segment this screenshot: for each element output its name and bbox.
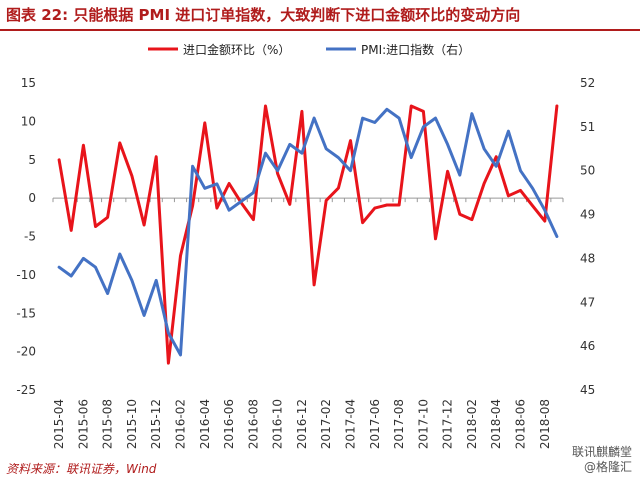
- right-axis-tick-labels: 52 51 50 49 48 47 46 45: [580, 76, 595, 397]
- x-tick-label: 2015-04: [52, 399, 66, 449]
- right-axis-tick-label: 50: [580, 164, 595, 178]
- left-axis-tick-label: -25: [16, 383, 36, 397]
- x-tick-label: 2016-06: [222, 399, 236, 449]
- x-tick-label: 2016-12: [295, 399, 309, 449]
- x-tick-label: 2015-08: [101, 399, 115, 449]
- left-axis-tick-label: 5: [28, 153, 36, 167]
- watermark-line-1: 联讯麒麟堂: [571, 445, 632, 459]
- series-line-1: [57, 104, 559, 365]
- x-tick-label: 2018-06: [514, 399, 528, 449]
- left-axis-tick-label: -20: [16, 345, 36, 359]
- left-axis-tick-label: -10: [16, 268, 36, 282]
- x-tick-label: 2018-08: [538, 399, 552, 449]
- x-tick-label: 2018-04: [489, 399, 503, 449]
- legend-label-1: 进口金额环比（%）: [183, 42, 290, 57]
- title-rule: [0, 29, 640, 31]
- x-tick-label: 2015-06: [76, 399, 90, 449]
- left-axis-tick-label: 0: [28, 191, 36, 205]
- watermark: 联讯麒麟堂 @格隆汇: [572, 445, 632, 475]
- series-lines: [57, 104, 559, 365]
- left-axis-tick-label: 15: [21, 76, 36, 90]
- right-axis-tick-label: 49: [580, 208, 595, 222]
- right-axis-tick-label: 48: [580, 251, 595, 265]
- x-tick-label: 2016-02: [174, 399, 188, 449]
- right-axis-tick-label: 46: [580, 339, 595, 353]
- left-axis-tick-labels: 15 10 5 0 -5 -10 -15 -20 -25: [16, 76, 36, 397]
- x-tick-label: 2016-08: [246, 399, 260, 449]
- right-axis-tick-label: 45: [580, 383, 595, 397]
- right-axis-tick-label: 47: [580, 295, 595, 309]
- left-axis-tick-label: -5: [24, 230, 36, 244]
- x-tick-label: 2017-10: [416, 399, 430, 449]
- series-line-2: [57, 107, 559, 357]
- x-tick-label: 2018-02: [465, 399, 479, 449]
- right-axis-tick-label: 51: [580, 120, 595, 134]
- x-tick-label: 2017-02: [319, 399, 333, 449]
- x-tick-label: 2017-04: [344, 399, 358, 449]
- source-note: 资料来源：联讯证券，Wind: [6, 462, 157, 476]
- legend: 进口金额环比（%） PMI:进口指数（右）: [148, 42, 470, 57]
- left-axis-tick-label: -15: [16, 306, 36, 320]
- x-tick-label: 2016-10: [271, 399, 285, 449]
- right-axis-tick-label: 52: [580, 76, 595, 90]
- x-tick-label: 2017-08: [392, 399, 406, 449]
- x-tick-label: 2015-10: [125, 399, 139, 449]
- x-axis-ticks: 2015-04 2015-06 2015-08 2015-10 2015-12 2016-…: [52, 198, 564, 449]
- x-tick-label: 2017-06: [368, 399, 382, 449]
- x-tick-label: 2016-04: [198, 399, 212, 449]
- x-tick-label: 2017-12: [441, 399, 455, 449]
- watermark-line-2: @格隆汇: [583, 460, 632, 474]
- x-tick-label: 2015-12: [149, 399, 163, 449]
- figure-title: 图表 22: 只能根据 PMI 进口订单指数，大致判断下进口金额环比的变动方向: [6, 6, 521, 24]
- left-axis-tick-label: 10: [21, 114, 36, 128]
- legend-label-2: PMI:进口指数（右）: [361, 42, 470, 57]
